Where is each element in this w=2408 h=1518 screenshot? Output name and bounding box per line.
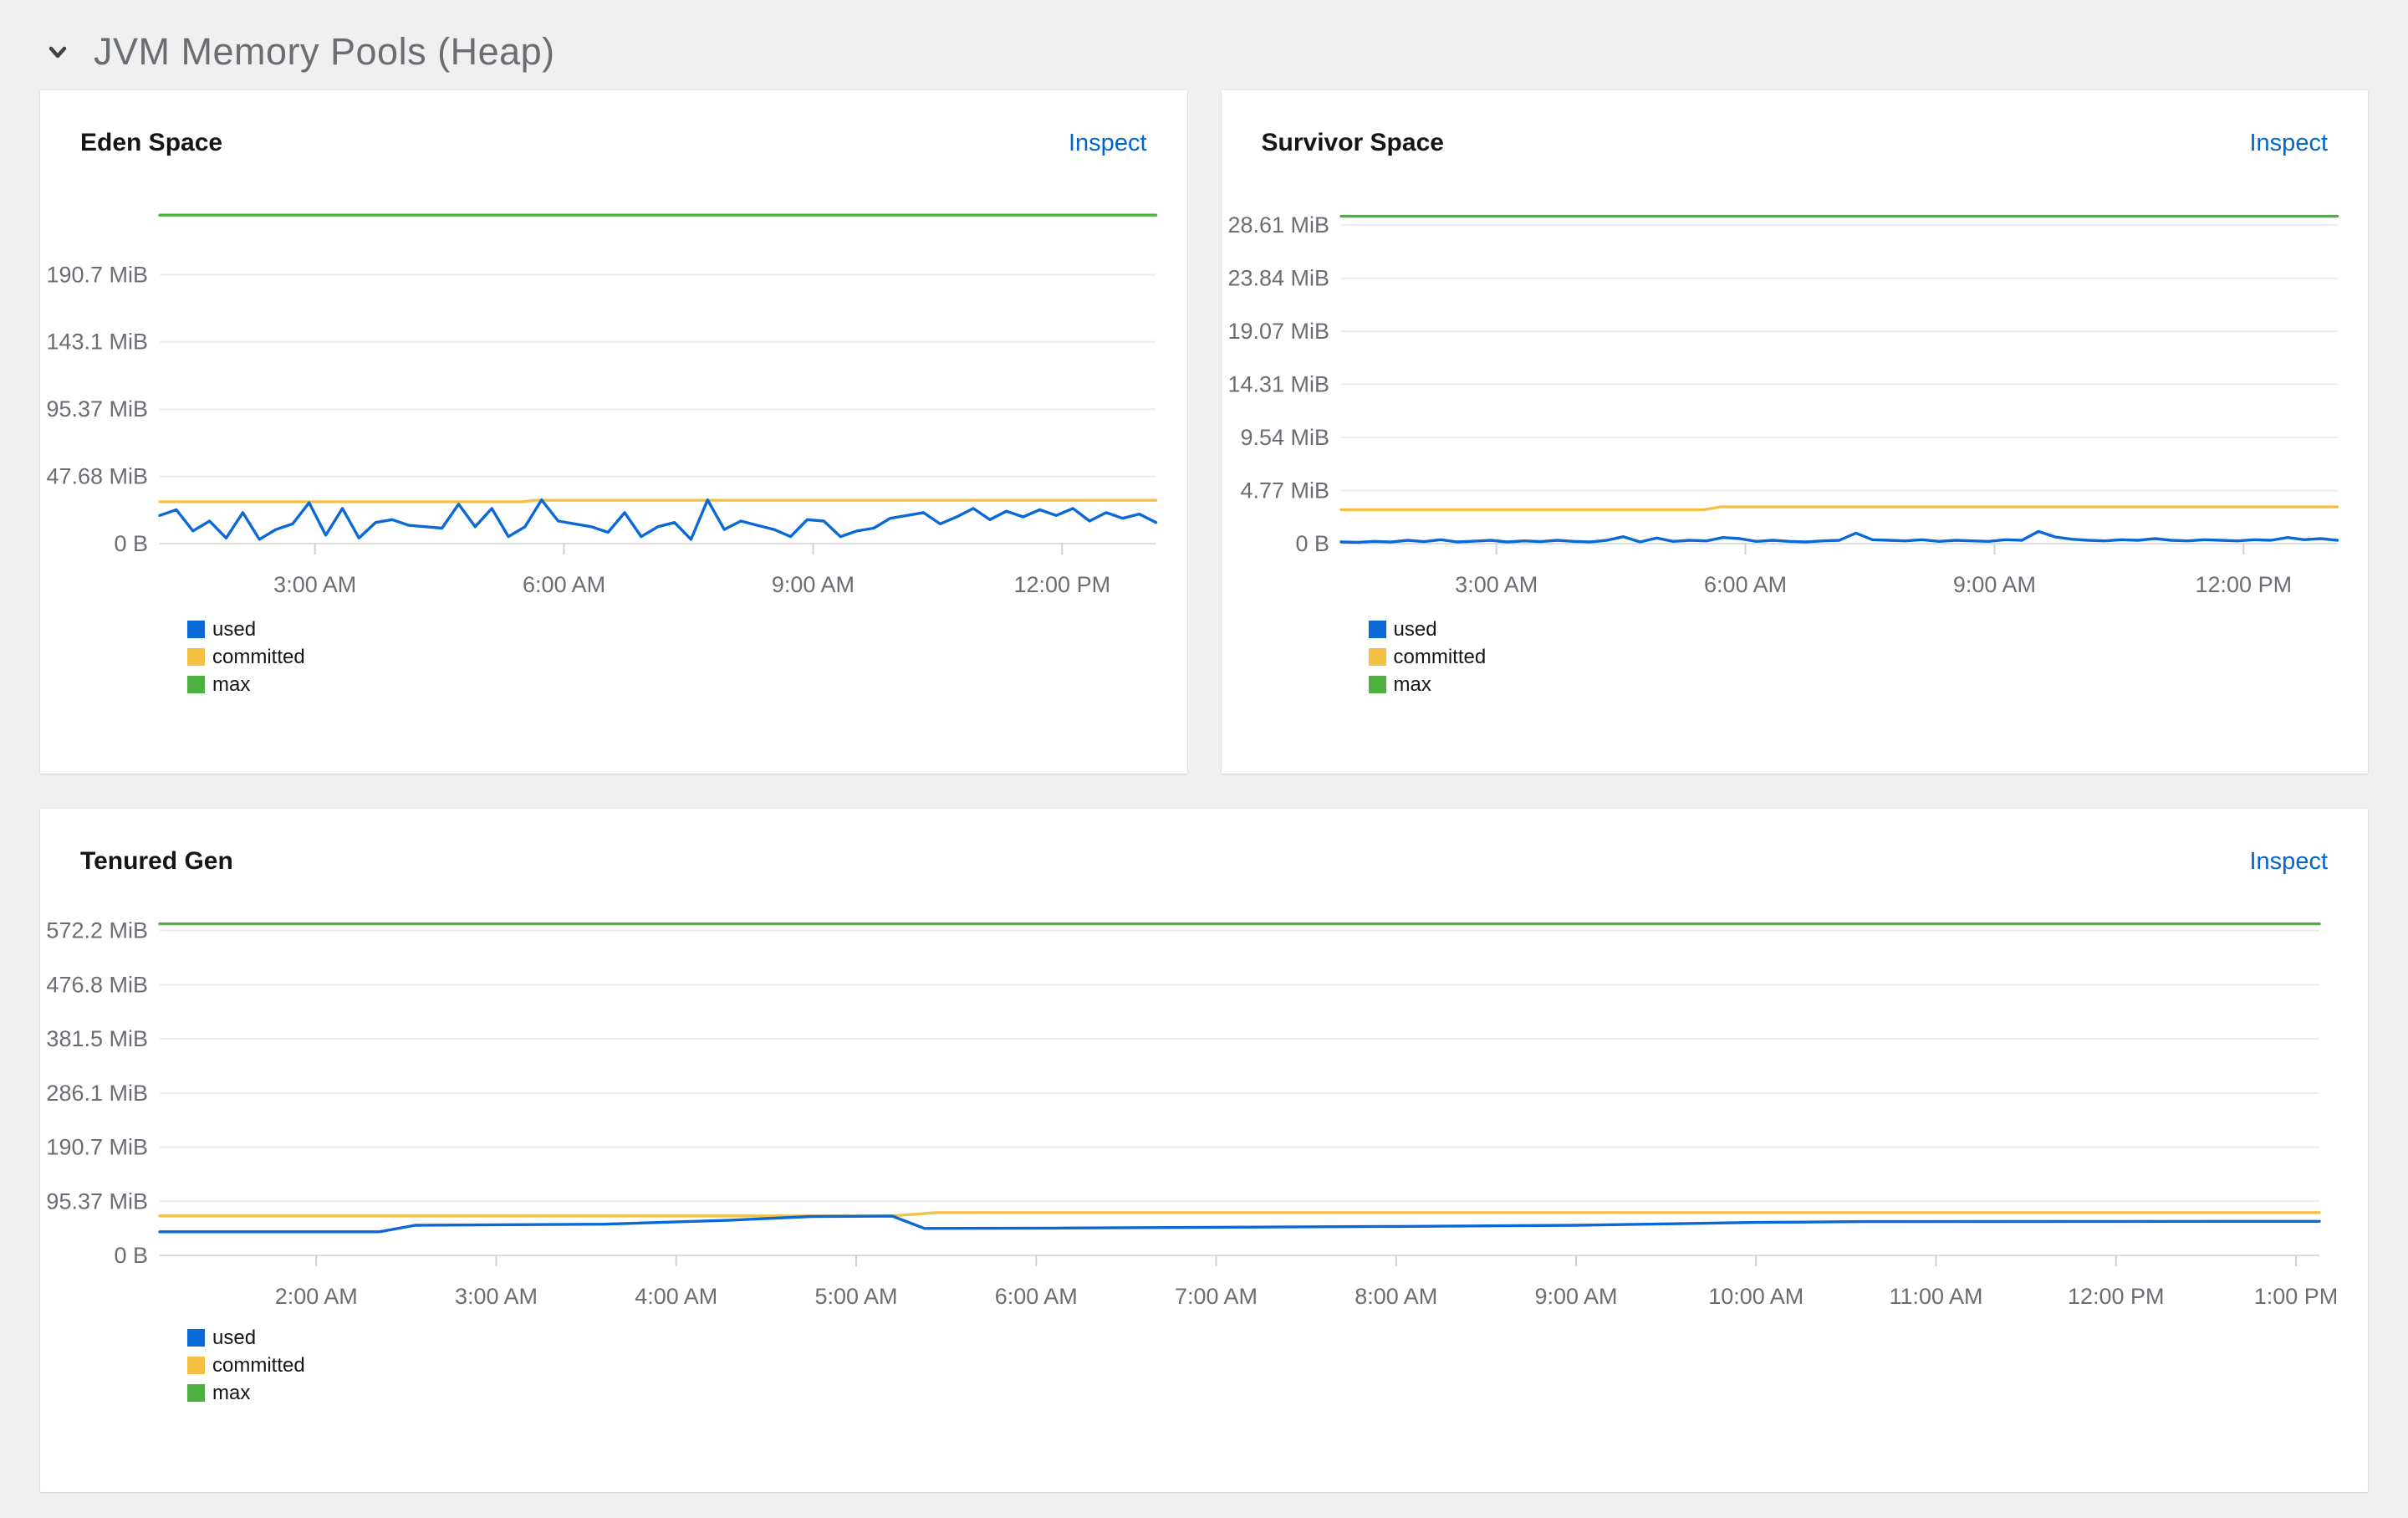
y-tick-label: 190.7 MiB: [46, 262, 148, 287]
x-tick-label: 6:00 AM: [1704, 572, 1787, 597]
series-line-used: [158, 1214, 2321, 1234]
legend-swatch-max: [187, 676, 205, 693]
legend-swatch-max: [187, 1384, 205, 1402]
chart-legend-eden: used committed max: [187, 616, 305, 698]
y-tick-label: 9.54 MiB: [1240, 425, 1329, 450]
x-tick-label: 11:00 AM: [1889, 1284, 1982, 1309]
legend-swatch-used: [1368, 621, 1386, 638]
x-tick-label: 3:00 AM: [1455, 572, 1538, 597]
y-tick-label: 143.1 MiB: [46, 330, 148, 355]
x-tick-label: 4:00 AM: [635, 1284, 717, 1309]
x-tick-label: 8:00 AM: [1354, 1284, 1437, 1309]
panel-header: Eden Space Inspect: [40, 90, 1187, 157]
x-tick-label: 12:00 PM: [2068, 1284, 2165, 1309]
y-tick-label: 0 B: [1295, 531, 1329, 556]
inspect-link-survivor[interactable]: Inspect: [2249, 130, 2329, 156]
x-tick-label: 5:00 AM: [814, 1284, 897, 1309]
series-line-committed: [158, 1211, 2321, 1218]
legend-swatch-used: [187, 1329, 205, 1347]
y-tick-label: 95.37 MiB: [46, 396, 148, 422]
inspect-link-eden[interactable]: Inspect: [1069, 130, 1147, 156]
x-tick-label: 3:00 AM: [273, 572, 356, 597]
legend-item-used[interactable]: used: [187, 616, 305, 643]
y-tick-label: 190.7 MiB: [46, 1135, 148, 1160]
chevron-down-icon[interactable]: [43, 38, 72, 66]
x-tick-label: 12:00 PM: [2195, 572, 2292, 597]
y-tick-label: 14.31 MiB: [1227, 372, 1329, 397]
legend-label: used: [1393, 617, 1437, 641]
panel-eden-space: Eden Space Inspect 0 B 47.68 MiB 95.37 MiB…: [40, 90, 1187, 774]
legend-item-used[interactable]: used: [187, 1324, 305, 1352]
inspect-link-tenured[interactable]: Inspect: [2249, 848, 2329, 875]
series-line-committed: [158, 498, 1158, 503]
panel-header: Survivor Space Inspect: [1222, 90, 2369, 157]
legend-label: used: [212, 617, 257, 641]
series-line-used: [1339, 529, 2339, 544]
legend-label: max: [212, 1381, 251, 1404]
legend-label: committed: [1393, 645, 1487, 668]
legend-item-max[interactable]: max: [1368, 671, 1487, 698]
y-tick-label: 286.1 MiB: [46, 1081, 148, 1106]
legend-swatch-committed: [187, 1357, 205, 1374]
chart-legend-tenured: used committed max: [187, 1324, 305, 1407]
panel-tenured-gen: Tenured Gen Inspect 0 B 95.37 MiB 190.7 Mi…: [40, 809, 2368, 1492]
y-tick-label: 0 B: [115, 531, 149, 556]
tenured-gen-chart[interactable]: 0 B 95.37 MiB 190.7 MiB 286.1 MiB 381.5 MiB 4…: [40, 809, 2368, 1492]
y-tick-label: 0 B: [114, 1243, 148, 1268]
panel-title-survivor: Survivor Space: [1261, 129, 1444, 156]
y-tick-label: 381.5 MiB: [46, 1026, 148, 1051]
panel-header: Tenured Gen Inspect: [40, 809, 2368, 876]
legend-item-max[interactable]: max: [187, 1379, 305, 1407]
legend-item-committed[interactable]: committed: [187, 643, 305, 671]
x-tick-label: 6:00 AM: [995, 1284, 1078, 1309]
legend-item-max[interactable]: max: [187, 671, 305, 698]
x-tick-label: 9:00 AM: [772, 572, 855, 597]
legend-label: max: [1393, 672, 1431, 696]
y-tick-label: 572.2 MiB: [46, 918, 148, 943]
y-tick-label: 95.37 MiB: [46, 1188, 148, 1214]
chevron-down-glyph: [48, 46, 67, 59]
panel-title-tenured: Tenured Gen: [80, 847, 233, 875]
legend-item-committed[interactable]: committed: [1368, 643, 1487, 671]
x-tick-label: 9:00 AM: [1952, 572, 2035, 597]
legend-label: max: [212, 672, 251, 696]
legend-label: committed: [212, 1353, 305, 1377]
top-panels-row: Eden Space Inspect 0 B 47.68 MiB 95.37 MiB…: [40, 90, 2368, 774]
y-tick-label: 23.84 MiB: [1227, 266, 1329, 291]
y-tick-label: 47.68 MiB: [46, 464, 148, 489]
legend-label: used: [212, 1326, 257, 1349]
legend-item-committed[interactable]: committed: [187, 1352, 305, 1379]
legend-swatch-max: [1368, 676, 1386, 693]
y-tick-label: 476.8 MiB: [46, 972, 148, 997]
x-tick-label: 12:00 PM: [1013, 572, 1110, 597]
panel-title-eden: Eden Space: [80, 129, 223, 156]
section-title: JVM Memory Pools (Heap): [94, 30, 555, 73]
chart-legend-survivor: used committed max: [1368, 616, 1487, 698]
legend-swatch-committed: [1368, 648, 1386, 666]
y-tick-label: 19.07 MiB: [1227, 319, 1329, 344]
x-tick-label: 2:00 AM: [275, 1284, 358, 1309]
legend-swatch-used: [187, 621, 205, 638]
y-tick-label: 4.77 MiB: [1240, 478, 1329, 503]
series-line-used: [158, 498, 1158, 541]
survivor-space-chart[interactable]: 0 B 4.77 MiB 9.54 MiB 14.31 MiB 19.07 MiB 23.…: [1222, 90, 2369, 774]
x-tick-label: 10:00 AM: [1708, 1284, 1803, 1309]
x-tick-label: 1:00 PM: [2254, 1284, 2339, 1309]
x-tick-label: 7:00 AM: [1175, 1284, 1258, 1309]
panel-survivor-space: Survivor Space Inspect 0 B 4.77 MiB 9.54 M…: [1221, 90, 2369, 774]
legend-label: committed: [212, 645, 305, 668]
eden-space-chart[interactable]: 0 B 47.68 MiB 95.37 MiB 143.1 MiB 190.7 MiB 3…: [40, 90, 1187, 774]
x-tick-label: 6:00 AM: [523, 572, 605, 597]
section-jvm-memory-pools[interactable]: JVM Memory Pools (Heap): [0, 0, 2408, 90]
series-line-committed: [1339, 505, 2339, 512]
y-tick-label: 28.61 MiB: [1227, 212, 1329, 238]
x-tick-label: 9:00 AM: [1534, 1284, 1617, 1309]
legend-swatch-committed: [187, 648, 205, 666]
legend-item-used[interactable]: used: [1368, 616, 1487, 643]
x-tick-label: 3:00 AM: [455, 1284, 538, 1309]
